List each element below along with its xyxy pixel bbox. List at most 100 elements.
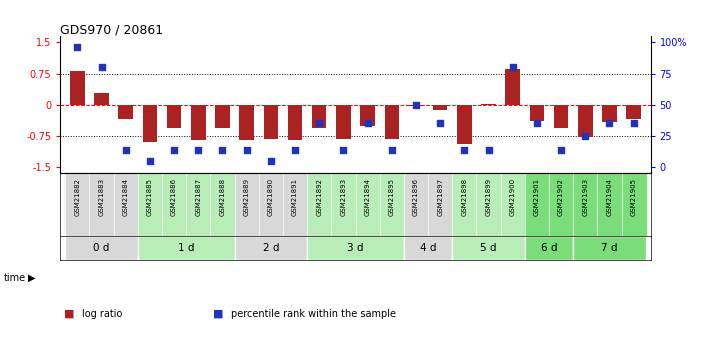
Point <box>386 147 397 152</box>
Bar <box>307 173 331 236</box>
Text: GSM21899: GSM21899 <box>486 178 491 216</box>
Bar <box>210 173 235 236</box>
Point <box>483 147 494 152</box>
Text: ▶: ▶ <box>28 273 36 282</box>
Point <box>265 158 277 164</box>
Text: GSM21897: GSM21897 <box>437 178 443 216</box>
Bar <box>597 173 621 236</box>
Bar <box>452 236 525 260</box>
Bar <box>312 105 326 128</box>
Bar <box>191 105 205 140</box>
Bar <box>380 173 404 236</box>
Bar <box>621 173 646 236</box>
Bar <box>404 236 452 260</box>
Text: GSM21901: GSM21901 <box>534 178 540 216</box>
Bar <box>138 173 162 236</box>
Bar <box>90 173 114 236</box>
Point <box>507 65 518 70</box>
Bar <box>186 173 210 236</box>
Point <box>96 65 107 70</box>
Point <box>72 45 83 50</box>
Point <box>120 147 132 152</box>
Text: GSM21898: GSM21898 <box>461 178 467 216</box>
Bar <box>95 93 109 105</box>
Bar <box>240 105 254 140</box>
Bar <box>70 71 85 105</box>
Text: GSM21904: GSM21904 <box>606 178 612 216</box>
Text: log ratio: log ratio <box>82 309 122 319</box>
Bar <box>525 236 573 260</box>
Bar <box>119 105 133 119</box>
Bar <box>235 173 259 236</box>
Point <box>289 147 301 152</box>
Point <box>338 147 349 152</box>
Bar <box>114 173 138 236</box>
Point <box>314 121 325 126</box>
Bar <box>385 105 399 139</box>
Bar <box>602 105 616 122</box>
Bar <box>65 236 138 260</box>
Bar <box>530 105 544 121</box>
Bar <box>288 105 302 140</box>
Bar <box>525 173 549 236</box>
Point <box>193 147 204 152</box>
Bar <box>409 105 423 106</box>
Text: GSM21887: GSM21887 <box>196 178 201 216</box>
Text: GSM21896: GSM21896 <box>413 178 419 216</box>
Point <box>555 147 567 152</box>
Bar <box>404 173 428 236</box>
Bar <box>235 236 307 260</box>
Text: GSM21883: GSM21883 <box>99 178 105 216</box>
Text: GSM21892: GSM21892 <box>316 178 322 216</box>
Bar <box>215 105 230 128</box>
Text: 1 d: 1 d <box>178 243 194 253</box>
Bar <box>360 105 375 126</box>
Bar <box>331 173 356 236</box>
Text: 5 d: 5 d <box>480 243 497 253</box>
Text: GSM21888: GSM21888 <box>220 178 225 216</box>
Text: GSM21890: GSM21890 <box>268 178 274 216</box>
Text: percentile rank within the sample: percentile rank within the sample <box>231 309 396 319</box>
Text: GSM21895: GSM21895 <box>389 178 395 216</box>
Bar <box>578 105 592 137</box>
Bar <box>506 69 520 105</box>
Bar <box>162 173 186 236</box>
Text: GSM21891: GSM21891 <box>292 178 298 216</box>
Bar <box>554 105 568 128</box>
Point <box>410 102 422 108</box>
Text: 7 d: 7 d <box>602 243 618 253</box>
Text: ■: ■ <box>64 309 75 319</box>
Text: 2 d: 2 d <box>262 243 279 253</box>
Point <box>579 133 591 139</box>
Point <box>434 121 446 126</box>
Text: GSM21893: GSM21893 <box>341 178 346 216</box>
Text: time: time <box>4 273 26 283</box>
Text: GSM21894: GSM21894 <box>365 178 370 216</box>
Text: GSM21900: GSM21900 <box>510 178 515 216</box>
Bar <box>573 236 646 260</box>
Bar <box>626 105 641 119</box>
Bar <box>264 105 278 139</box>
Bar <box>138 236 235 260</box>
Bar <box>433 105 447 110</box>
Bar <box>452 173 476 236</box>
Point <box>459 147 470 152</box>
Text: GSM21903: GSM21903 <box>582 178 588 216</box>
Bar <box>501 173 525 236</box>
Text: 0 d: 0 d <box>93 243 109 253</box>
Text: GSM21902: GSM21902 <box>558 178 564 216</box>
Point <box>362 121 373 126</box>
Bar <box>476 173 501 236</box>
Point <box>531 121 542 126</box>
Bar <box>457 105 471 144</box>
Point <box>217 147 228 152</box>
Text: 3 d: 3 d <box>347 243 364 253</box>
Bar <box>573 173 597 236</box>
Point <box>604 121 615 126</box>
Bar <box>143 105 157 142</box>
Text: GSM21882: GSM21882 <box>75 178 80 216</box>
Text: 4 d: 4 d <box>419 243 437 253</box>
Text: GSM21905: GSM21905 <box>631 178 636 216</box>
Point <box>144 158 156 164</box>
Bar <box>549 173 573 236</box>
